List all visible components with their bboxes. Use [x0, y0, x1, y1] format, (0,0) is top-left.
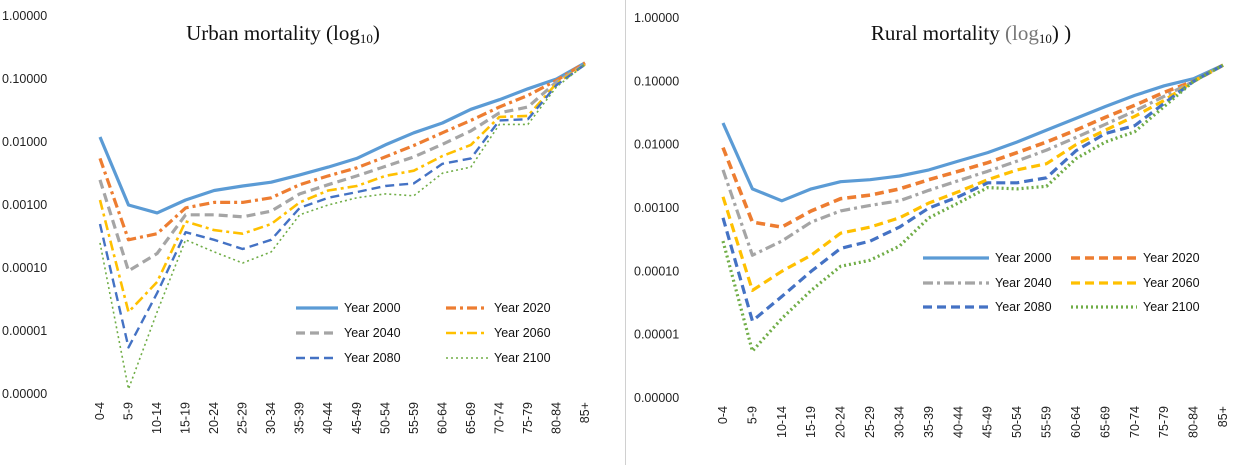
- x-tick-label: 15-19: [179, 402, 193, 434]
- y-tick-label: 0.00010: [2, 261, 47, 275]
- legend-label: Year 2040: [344, 326, 401, 340]
- urban-mortality-chart-panel: 0.00000 0.00001 0.00010 0.00100 0.01000 0.100…: [0, 0, 620, 465]
- x-tick-label: 60-64: [1069, 406, 1083, 438]
- x-tick-label: 20-24: [834, 406, 848, 438]
- series-line-year-2060: [721, 63, 1224, 292]
- series-line-year-2080: [98, 63, 586, 349]
- series-line-year-2000: [98, 61, 586, 215]
- legend-label: Year 2020: [1143, 251, 1200, 265]
- legend-label: Year 2000: [344, 301, 401, 315]
- x-tick-label: 70-74: [1128, 406, 1142, 438]
- x-tick-label: 40-44: [951, 406, 965, 438]
- x-tick-label: 65-69: [1098, 406, 1112, 438]
- y-tick-label: 0.00100: [634, 201, 679, 215]
- legend-item: Year 2100: [1071, 300, 1200, 314]
- x-tick-label: 45-49: [981, 406, 995, 438]
- chart-title: Urban mortality (log10): [186, 21, 380, 46]
- x-tick-label: 10-14: [150, 402, 164, 434]
- x-tick-label: 35-39: [293, 402, 307, 434]
- legend-item: Year 2060: [446, 326, 551, 340]
- y-tick-label: 1.00000: [634, 11, 679, 25]
- y-tick-label: 0.00000: [634, 391, 679, 405]
- series-line-year-2040: [98, 63, 586, 273]
- x-tick-label: 60-64: [435, 402, 449, 434]
- x-tick-label: 5-9: [122, 402, 136, 420]
- x-tick-label: 30-34: [264, 402, 278, 434]
- x-tick-label: 65-69: [464, 402, 478, 434]
- series-line-year-2020: [98, 61, 586, 242]
- legend-item: Year 2080: [923, 300, 1052, 314]
- x-tick-label: 75-79: [521, 402, 535, 434]
- chart-title: Rural mortality (log10) ): [871, 21, 1071, 46]
- x-tick-label: 55-59: [1040, 406, 1054, 438]
- x-tick-label: 25-29: [863, 406, 877, 438]
- legend-item: Year 2060: [1071, 276, 1200, 290]
- legend-item: Year 2080: [296, 351, 401, 365]
- y-tick-label: 0.00000: [2, 387, 47, 401]
- y-tick-label: 0.00100: [2, 198, 47, 212]
- x-tick-label: 35-39: [922, 406, 936, 438]
- x-tick-label: 55-59: [407, 402, 421, 434]
- x-tick-label: 80-84: [1187, 406, 1201, 438]
- x-tick-label: 45-49: [350, 402, 364, 434]
- x-tick-label: 0-4: [716, 406, 730, 424]
- legend-item: Year 2020: [446, 301, 551, 315]
- legend-label: Year 2000: [995, 251, 1052, 265]
- series-line-year-2080: [721, 63, 1224, 323]
- y-tick-label: 0.10000: [634, 74, 679, 88]
- series-line-year-2040: [721, 63, 1224, 257]
- x-tick-label: 50-54: [378, 402, 392, 434]
- rural-mortality-chart-panel: 0.00000 0.00001 0.00010 0.00100 0.01000 0.100…: [625, 0, 1241, 465]
- series-line-year-2000: [721, 63, 1224, 203]
- y-tick-label: 0.10000: [2, 72, 47, 86]
- y-tick-label: 0.01000: [2, 135, 47, 149]
- legend-label: Year 2080: [995, 300, 1052, 314]
- x-tick-label: 40-44: [321, 402, 335, 434]
- legend-item: Year 2040: [923, 276, 1052, 290]
- legend-item: Year 2000: [296, 301, 401, 315]
- y-tick-label: 0.01000: [634, 138, 679, 152]
- x-tick-label: 85+: [1216, 406, 1230, 427]
- legend-label: Year 2060: [1143, 276, 1200, 290]
- y-tick-label: 1.00000: [2, 9, 47, 23]
- series-line-year-2100: [721, 63, 1224, 353]
- x-tick-label: 85+: [578, 402, 592, 423]
- x-tick-label: 0-4: [93, 402, 107, 420]
- x-tick-label: 50-54: [1010, 406, 1024, 438]
- x-tick-label: 15-19: [804, 406, 818, 438]
- legend-item: Year 2000: [923, 251, 1052, 265]
- legend-label: Year 2020: [494, 301, 551, 315]
- legend-item: Year 2040: [296, 326, 401, 340]
- series-line-year-2060: [98, 63, 586, 314]
- series-line-year-2020: [721, 63, 1224, 229]
- rural-mortality-chart: 0.00000 0.00001 0.00010 0.00100 0.01000 0.100…: [634, 11, 1230, 438]
- legend-label: Year 2060: [494, 326, 551, 340]
- legend-item: Year 2100: [446, 351, 551, 365]
- x-tick-label: 80-84: [549, 402, 563, 434]
- legend-label: Year 2100: [494, 351, 551, 365]
- x-tick-label: 5-9: [745, 406, 759, 424]
- legend-label: Year 2040: [995, 276, 1052, 290]
- y-tick-label: 0.00010: [634, 264, 679, 278]
- x-tick-label: 75-79: [1157, 406, 1171, 438]
- series-line-year-2100: [99, 63, 586, 390]
- legend-label: Year 2100: [1143, 300, 1200, 314]
- legend-item: Year 2020: [1071, 251, 1200, 265]
- y-tick-label: 0.00001: [634, 328, 679, 342]
- y-tick-label: 0.00001: [2, 324, 47, 338]
- x-tick-label: 70-74: [492, 402, 506, 434]
- x-tick-label: 20-24: [207, 402, 221, 434]
- legend-label: Year 2080: [344, 351, 401, 365]
- x-tick-label: 25-29: [236, 402, 250, 434]
- x-tick-label: 10-14: [775, 406, 789, 438]
- urban-mortality-chart: 0.00000 0.00001 0.00010 0.00100 0.01000 0.100…: [2, 9, 592, 434]
- x-tick-label: 30-34: [892, 406, 906, 438]
